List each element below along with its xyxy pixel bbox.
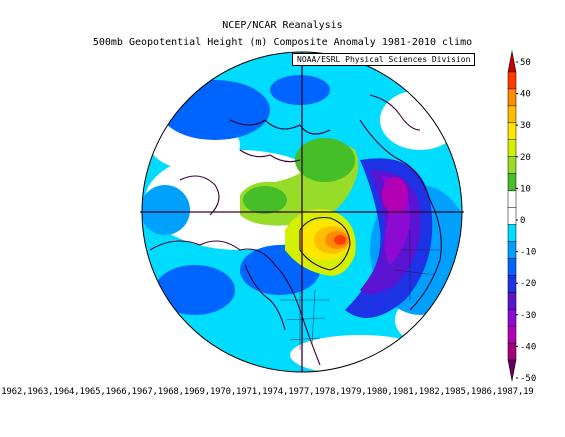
colorbar-cell xyxy=(507,207,517,226)
colorbar-tick-label: -50 xyxy=(520,374,536,384)
colorbar-tick-label: -10 xyxy=(520,248,536,258)
colorbar-cell xyxy=(507,292,517,310)
colorbar-cell xyxy=(507,105,517,124)
colorbar-cell xyxy=(507,139,517,158)
colorbar-cell xyxy=(507,325,517,344)
credit-label: NOAA/ESRL Physical Sciences Division xyxy=(292,53,476,66)
colorbar-cell xyxy=(507,308,517,327)
map-title: NCEP/NCAR Reanalysis xyxy=(222,20,343,31)
colorbar-cell xyxy=(507,173,517,192)
colorbar-tick-label: -20 xyxy=(520,279,536,289)
colorbar-cell xyxy=(507,88,517,107)
colorbar-tick-label: 20 xyxy=(520,153,531,163)
colorbar-cell xyxy=(507,71,517,90)
colorbar-cell xyxy=(507,190,517,209)
colorbar-cell xyxy=(507,258,517,276)
colorbar-cell xyxy=(507,241,517,259)
colorbar-cell xyxy=(507,342,517,361)
colorbar-tick-label: -30 xyxy=(520,311,536,321)
colorbar-cell xyxy=(507,122,517,141)
colorbar-tick-label: 50 xyxy=(520,58,531,68)
colorbar-tick-label: 40 xyxy=(520,90,531,100)
colorbar-tick-label: 10 xyxy=(520,184,531,194)
colorbar-cell xyxy=(507,224,517,242)
composite-years: ,1962,1963,1964,1965,1966,1967,1968,1969… xyxy=(0,387,534,397)
colorbar-cell xyxy=(507,50,517,73)
colorbar-tick-label: 30 xyxy=(520,121,531,131)
colorbar-cell xyxy=(507,359,517,382)
colorbar-cell xyxy=(507,156,517,175)
map-subtitle: 500mb Geopotential Height (m) Composite … xyxy=(92,37,473,48)
colorbar-cell xyxy=(507,275,517,293)
colorbar-tick-label: -40 xyxy=(520,342,536,352)
colorbar-tick-label: 0 xyxy=(520,216,525,226)
